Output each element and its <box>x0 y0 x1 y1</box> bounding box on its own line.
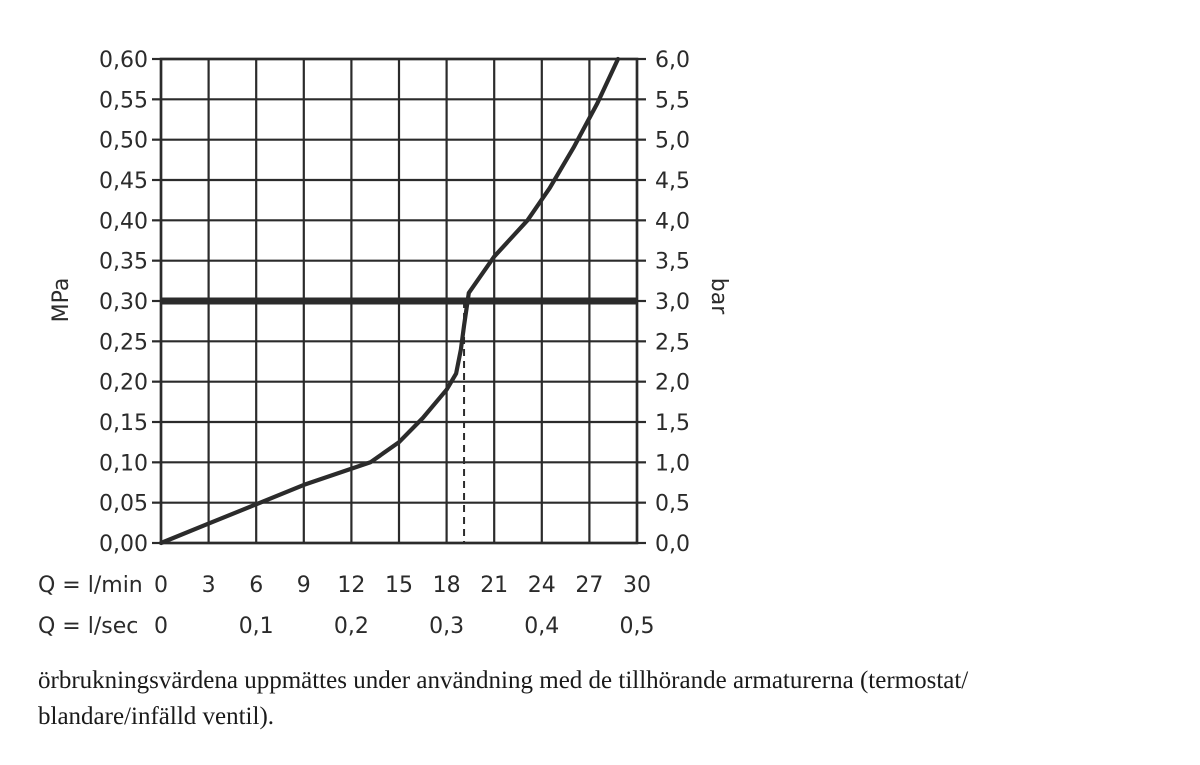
tick-labels: 0 3 6 9 12 15 18 21 24 27 30 0 0,1 0,2 0,3 0,4 0,5 0,00 0,… <box>99 48 690 639</box>
x-tick-label-lmin: 3 <box>202 573 216 598</box>
y-tick-label-right: 3,5 <box>655 250 690 275</box>
x-tick-label-lsec: 0,5 <box>620 614 655 639</box>
x-tick-label-lmin: 24 <box>528 573 556 598</box>
x-tick-label-lmin: 27 <box>575 573 603 598</box>
y-tick-label-right: 1,5 <box>655 411 690 436</box>
x-tick-label-lsec: 0,1 <box>239 614 274 639</box>
y-tick-label-right: 2,5 <box>655 330 690 355</box>
caption: örbrukningsvärdena uppmättes under använ… <box>38 663 1168 735</box>
y-tick-label-left: 0,20 <box>99 371 148 396</box>
y-tick-label-left: 0,25 <box>99 330 148 355</box>
flow-pressure-chart: 0 3 6 9 12 15 18 21 24 27 30 0 0,1 0,2 0,3 0,4 0,5 0,00 0,… <box>38 48 731 639</box>
series-layer <box>158 56 621 546</box>
y-tick-label-right: 0,5 <box>655 492 690 517</box>
y-tick-label-right: 4,0 <box>655 209 690 234</box>
y-tick-label-right: 0,0 <box>655 532 690 557</box>
x-tick-label-lsec: 0 <box>154 614 168 639</box>
y-tick-label-right: 2,0 <box>655 371 690 396</box>
y-tick-label-left: 0,30 <box>99 290 148 315</box>
plot-frame <box>159 57 639 545</box>
y-tick-label-right: 1,0 <box>655 451 690 476</box>
y-tick-label-left: 0,60 <box>99 48 148 73</box>
y-tick-label-left: 0,50 <box>99 129 148 154</box>
y-tick-label-left: 0,05 <box>99 492 148 517</box>
x-tick-label-lsec: 0,2 <box>334 614 369 639</box>
y-tick-label-right: 5,0 <box>655 129 690 154</box>
y-tick-label-right: 4,5 <box>655 169 690 194</box>
y-axis-label-left: MPa <box>49 278 74 323</box>
y-tick-label-right: 5,5 <box>655 88 690 113</box>
x-tick-label-lmin: 0 <box>154 573 168 598</box>
x-tick-label-lmin: 12 <box>337 573 365 598</box>
x-tick-label-lmin: 15 <box>385 573 413 598</box>
y-tick-label-left: 0,40 <box>99 209 148 234</box>
y-tick-label-right: 3,0 <box>655 290 690 315</box>
caption-line-2: blandare/infälld ventil). <box>38 703 275 730</box>
x-tick-label-lmin: 9 <box>297 573 311 598</box>
y-axis-label-right: bar <box>706 278 731 315</box>
y-tick-label-left: 0,00 <box>99 532 148 557</box>
x-tick-label-lmin: 30 <box>623 573 651 598</box>
caption-line-1: örbrukningsvärdena uppmättes under använ… <box>38 667 969 694</box>
axes <box>152 57 646 545</box>
x-tick-label-lsec: 0,3 <box>429 614 464 639</box>
x-tick-label-lmin: 21 <box>480 573 508 598</box>
x-axis-label-lmin: Q = l/min <box>38 573 143 598</box>
y-tick-label-left: 0,55 <box>99 88 148 113</box>
y-tick-label-right: 6,0 <box>655 48 690 73</box>
series-line <box>158 56 621 546</box>
x-tick-label-lsec: 0,4 <box>524 614 559 639</box>
y-tick-label-left: 0,10 <box>99 451 148 476</box>
x-tick-label-lmin: 18 <box>433 573 461 598</box>
y-tick-label-left: 0,35 <box>99 250 148 275</box>
x-axis-label-lsec: Q = l/sec <box>38 614 138 639</box>
y-tick-label-left: 0,15 <box>99 411 148 436</box>
x-tick-label-lmin: 6 <box>249 573 263 598</box>
y-tick-label-left: 0,45 <box>99 169 148 194</box>
